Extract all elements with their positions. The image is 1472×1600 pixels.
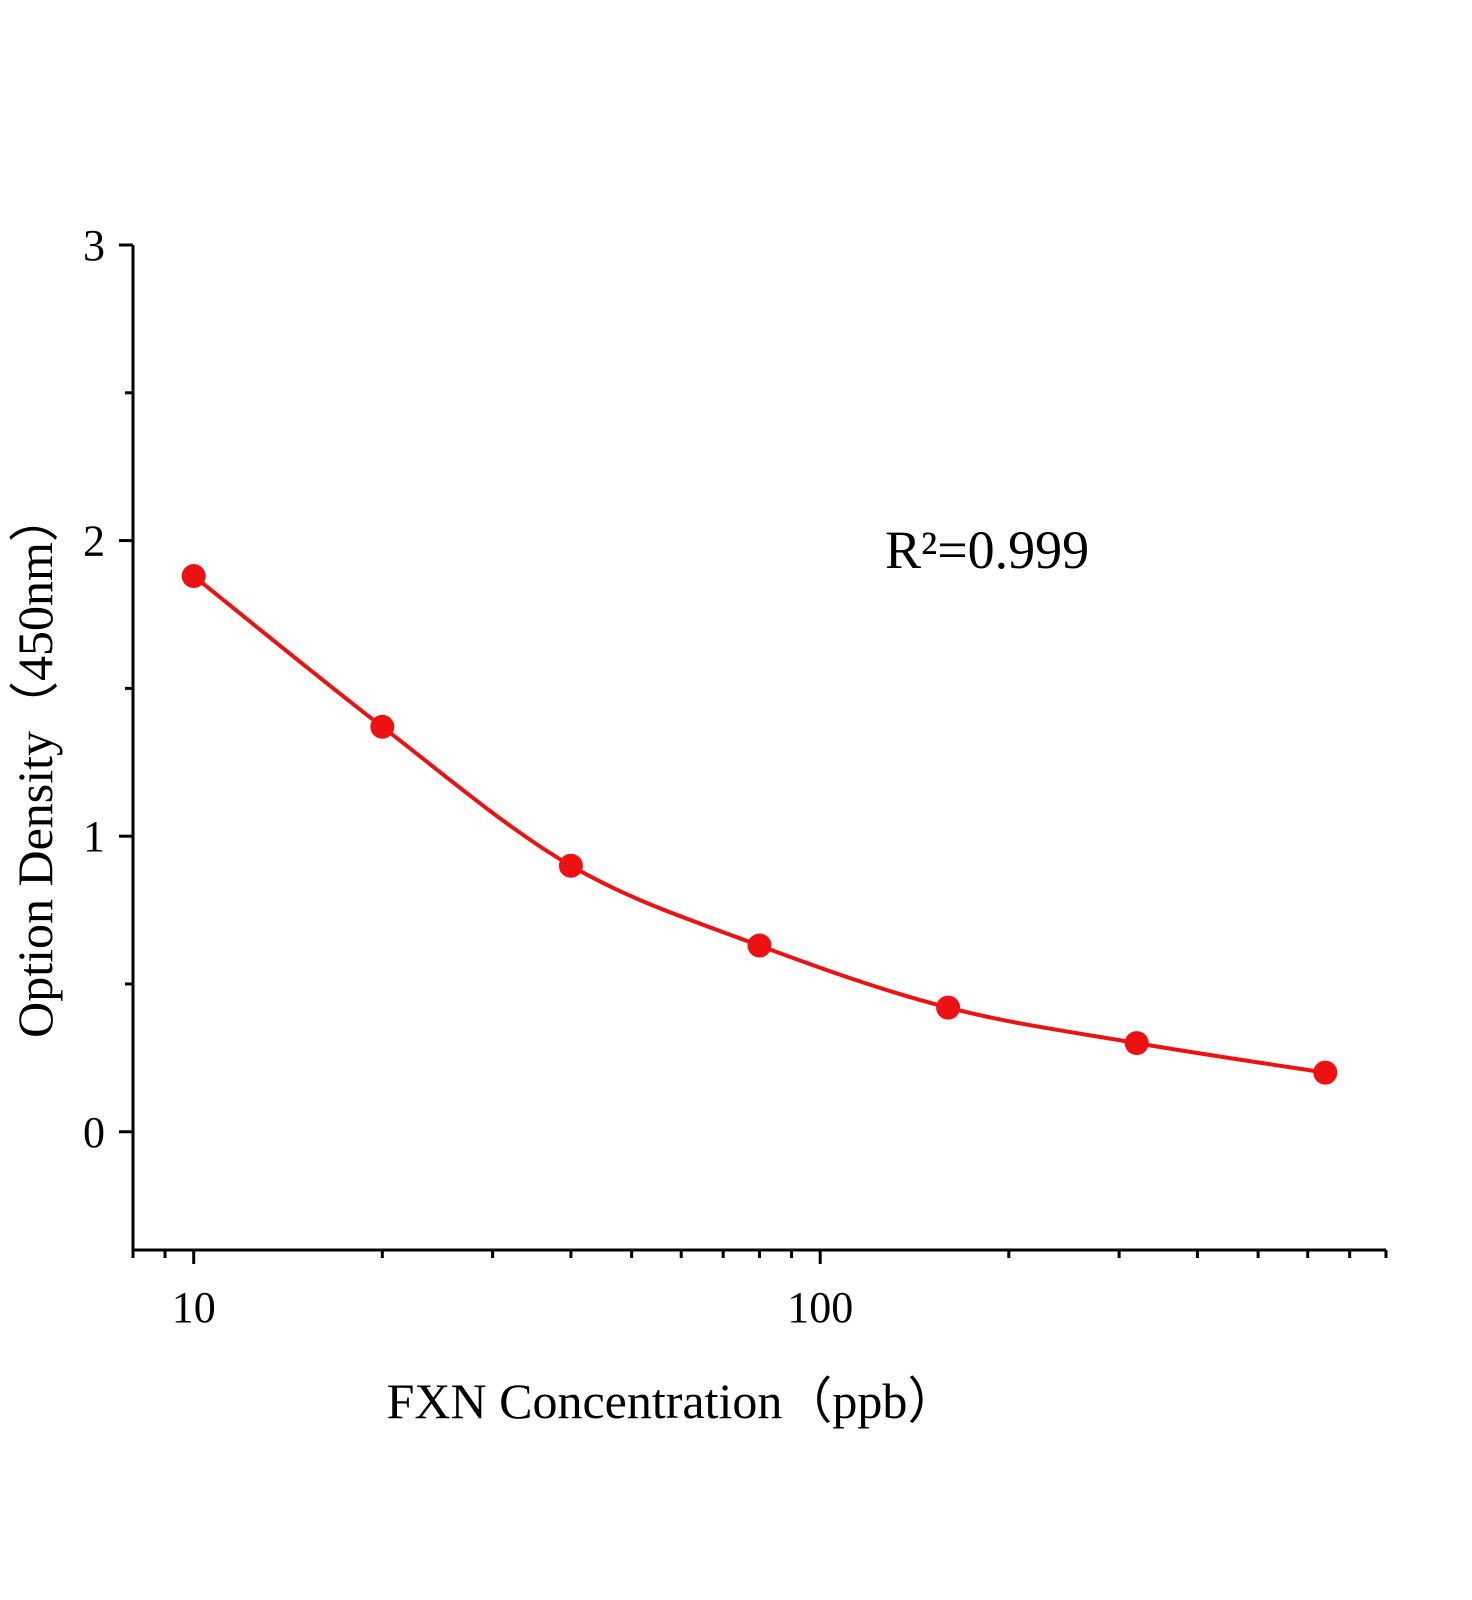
y-tick-label: 1 xyxy=(83,812,105,861)
annotation: R²=0.999 xyxy=(885,520,1089,580)
y-tick-label: 2 xyxy=(83,517,105,566)
x-tick-label: 10 xyxy=(172,1283,216,1332)
data-point xyxy=(558,853,583,878)
data-point xyxy=(747,933,772,958)
data-point xyxy=(1313,1060,1338,1085)
data-point xyxy=(936,995,961,1020)
x-tick-label: 100 xyxy=(787,1283,853,1332)
data-point xyxy=(1124,1031,1149,1056)
data-point xyxy=(370,714,395,739)
y-tick-label: 0 xyxy=(83,1108,105,1157)
y-axis-label: Option Density（450nm） xyxy=(7,492,63,1038)
fit-curve xyxy=(192,574,1326,1075)
y-tick-label: 3 xyxy=(83,221,105,270)
data-point xyxy=(181,564,206,589)
x-axis-label: FXN Concentration（ppb） xyxy=(387,1373,958,1429)
